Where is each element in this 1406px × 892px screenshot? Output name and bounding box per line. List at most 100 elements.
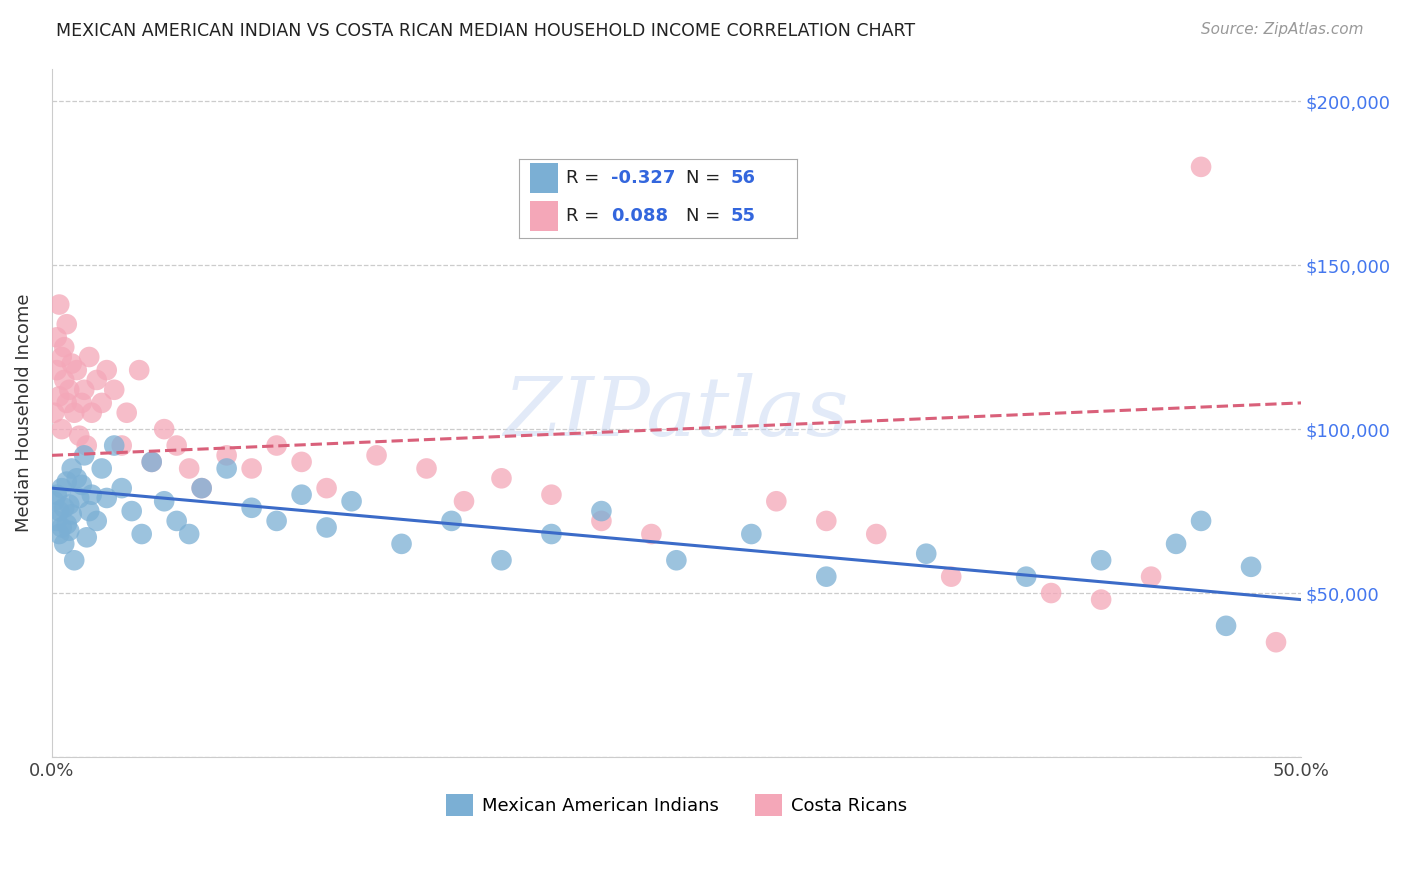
Point bbox=[166, 438, 188, 452]
Point bbox=[1090, 553, 1112, 567]
Point bbox=[315, 520, 337, 534]
Point bbox=[453, 494, 475, 508]
Point bbox=[51, 350, 73, 364]
Point bbox=[1164, 537, 1187, 551]
Point bbox=[45, 363, 67, 377]
Point bbox=[80, 406, 103, 420]
Point bbox=[51, 422, 73, 436]
Text: N =: N = bbox=[686, 169, 725, 187]
Point bbox=[190, 481, 212, 495]
Point bbox=[73, 383, 96, 397]
Text: 0.088: 0.088 bbox=[610, 207, 668, 225]
Point bbox=[141, 455, 163, 469]
Point bbox=[591, 514, 613, 528]
Point bbox=[1189, 514, 1212, 528]
Point bbox=[60, 461, 83, 475]
Point bbox=[128, 363, 150, 377]
Point bbox=[67, 428, 90, 442]
Point bbox=[166, 514, 188, 528]
Point bbox=[44, 494, 66, 508]
Point bbox=[1215, 619, 1237, 633]
Point bbox=[1015, 569, 1038, 583]
Point bbox=[690, 209, 713, 223]
Point bbox=[815, 514, 838, 528]
Point bbox=[63, 553, 86, 567]
Point bbox=[665, 553, 688, 567]
Point bbox=[340, 494, 363, 508]
Point bbox=[131, 527, 153, 541]
Point bbox=[540, 488, 562, 502]
Point bbox=[48, 504, 70, 518]
Bar bbox=[530, 163, 558, 194]
Point bbox=[55, 475, 77, 489]
Point bbox=[391, 537, 413, 551]
Point bbox=[315, 481, 337, 495]
Point bbox=[440, 514, 463, 528]
Point bbox=[67, 491, 90, 505]
Legend: Mexican American Indians, Costa Ricans: Mexican American Indians, Costa Ricans bbox=[439, 787, 914, 823]
Point bbox=[90, 461, 112, 475]
Point bbox=[815, 569, 838, 583]
Point bbox=[77, 350, 100, 364]
Text: -0.327: -0.327 bbox=[610, 169, 675, 187]
Point bbox=[215, 448, 238, 462]
Point bbox=[215, 461, 238, 475]
Point bbox=[44, 406, 66, 420]
Point bbox=[55, 317, 77, 331]
Point bbox=[111, 438, 134, 452]
Point bbox=[58, 524, 80, 538]
Point bbox=[266, 514, 288, 528]
Point bbox=[366, 448, 388, 462]
Point bbox=[941, 569, 963, 583]
Point bbox=[53, 500, 76, 515]
Point bbox=[111, 481, 134, 495]
Point bbox=[86, 373, 108, 387]
Point bbox=[53, 537, 76, 551]
Point bbox=[491, 553, 513, 567]
Point bbox=[86, 514, 108, 528]
Point bbox=[53, 340, 76, 354]
Bar bbox=[530, 202, 558, 231]
Point bbox=[45, 514, 67, 528]
Point bbox=[51, 481, 73, 495]
Point bbox=[103, 438, 125, 452]
Point bbox=[765, 494, 787, 508]
Point bbox=[103, 383, 125, 397]
Point bbox=[1140, 569, 1163, 583]
Point bbox=[76, 438, 98, 452]
Point bbox=[266, 438, 288, 452]
Text: 55: 55 bbox=[730, 207, 755, 225]
Point bbox=[58, 383, 80, 397]
Point bbox=[1040, 586, 1063, 600]
Point bbox=[48, 527, 70, 541]
Point bbox=[60, 357, 83, 371]
Point bbox=[60, 508, 83, 522]
Point bbox=[491, 471, 513, 485]
Point bbox=[190, 481, 212, 495]
Point bbox=[55, 396, 77, 410]
Point bbox=[240, 461, 263, 475]
Point bbox=[740, 527, 762, 541]
Point bbox=[1240, 559, 1263, 574]
Point bbox=[45, 488, 67, 502]
Point bbox=[240, 500, 263, 515]
Point bbox=[121, 504, 143, 518]
Text: R =: R = bbox=[567, 169, 605, 187]
Point bbox=[66, 471, 89, 485]
Point bbox=[80, 488, 103, 502]
Point bbox=[179, 461, 201, 475]
Point bbox=[540, 527, 562, 541]
Point bbox=[70, 396, 93, 410]
Point bbox=[291, 455, 314, 469]
Point bbox=[153, 422, 176, 436]
Text: MEXICAN AMERICAN INDIAN VS COSTA RICAN MEDIAN HOUSEHOLD INCOME CORRELATION CHART: MEXICAN AMERICAN INDIAN VS COSTA RICAN M… bbox=[56, 22, 915, 40]
Point bbox=[153, 494, 176, 508]
Point bbox=[45, 330, 67, 344]
Text: Source: ZipAtlas.com: Source: ZipAtlas.com bbox=[1201, 22, 1364, 37]
Point bbox=[48, 297, 70, 311]
Point bbox=[63, 406, 86, 420]
Point bbox=[415, 461, 437, 475]
Point bbox=[640, 527, 662, 541]
Point bbox=[51, 520, 73, 534]
Point bbox=[1189, 160, 1212, 174]
